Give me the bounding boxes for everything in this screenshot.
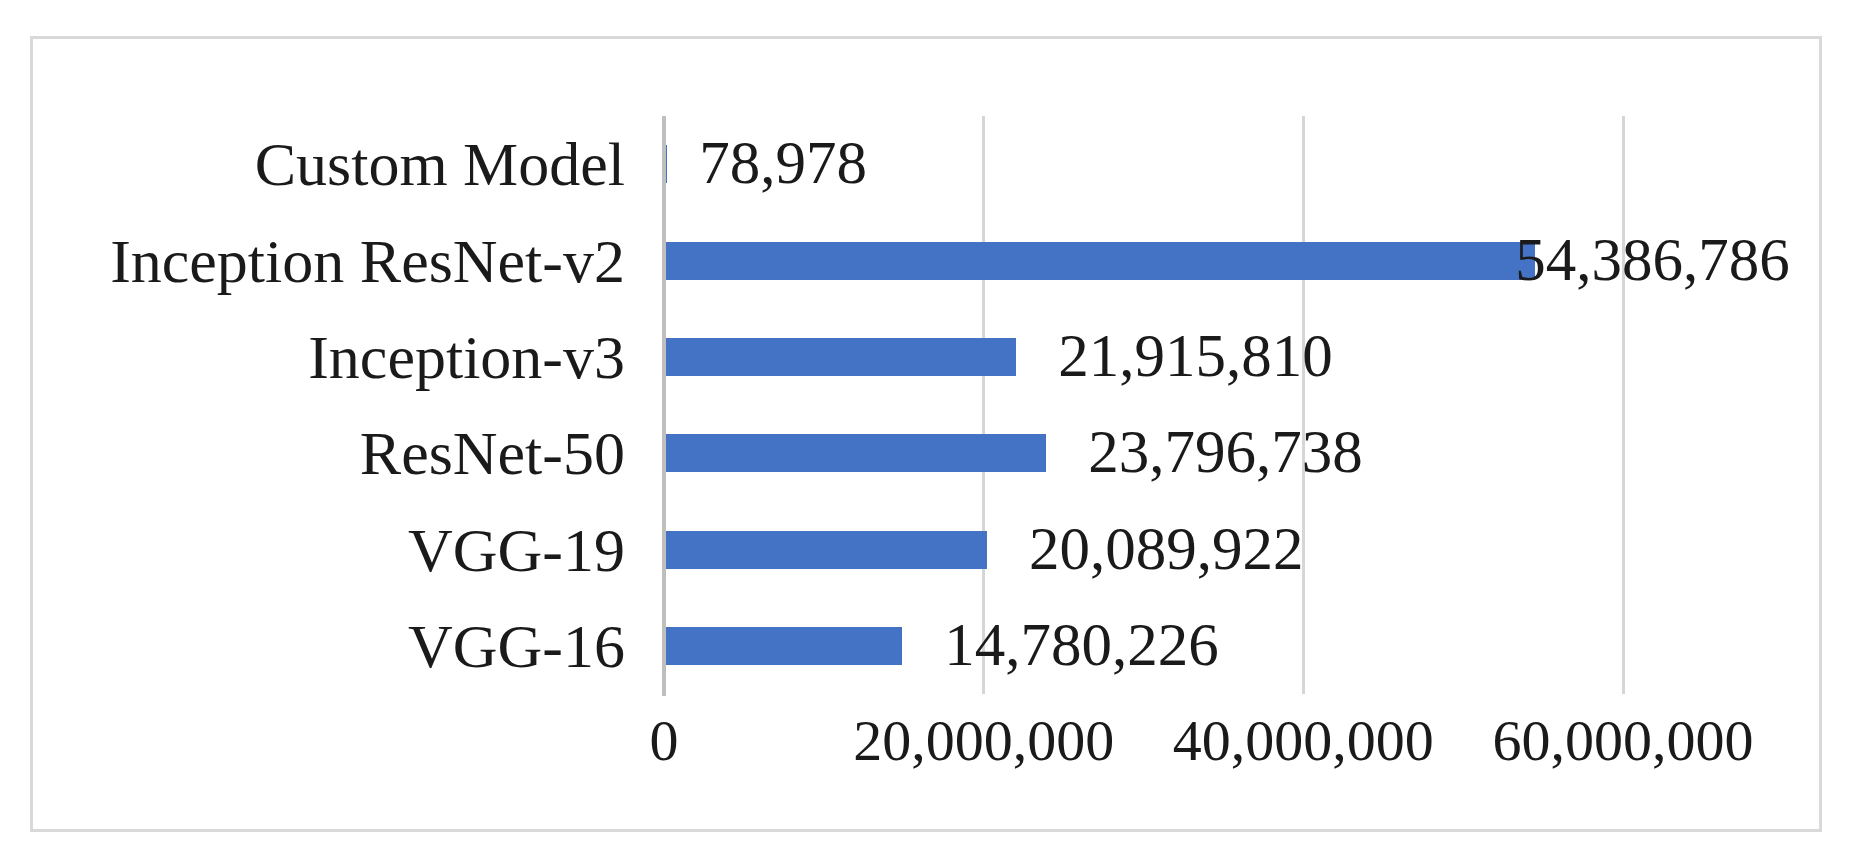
- x-tick-label: 0: [650, 712, 679, 770]
- category-axis-line: [662, 116, 666, 696]
- bar-value-label: 14,780,226: [944, 614, 1219, 675]
- category-label: VGG-19: [0, 519, 625, 581]
- bar-value-label: 20,089,922: [1029, 518, 1304, 579]
- bar-2: [666, 338, 1016, 376]
- category-label: VGG-16: [0, 615, 625, 677]
- chart-figure: { "chart_data": { "type": "bar", "orient…: [0, 0, 1852, 868]
- bar-0: [666, 145, 667, 183]
- category-label: ResNet-50: [0, 422, 625, 484]
- category-label: Inception-v3: [0, 326, 625, 388]
- category-label: Custom Model: [0, 133, 625, 195]
- x-tick-label: 20,000,000: [853, 712, 1114, 770]
- x-tick-label: 60,000,000: [1493, 712, 1754, 770]
- bar-4: [666, 531, 987, 569]
- bar-5: [666, 627, 902, 665]
- bar-value-label: 54,386,786: [1515, 229, 1790, 290]
- bar-value-label: 21,915,810: [1058, 325, 1333, 386]
- x-tick-label: 40,000,000: [1173, 712, 1434, 770]
- gridline-x-2: [1302, 116, 1305, 694]
- bar-value-label: 23,796,738: [1088, 421, 1363, 482]
- category-label: Inception ResNet-v2: [0, 230, 625, 292]
- bar-1: [666, 242, 1535, 280]
- bar-3: [666, 434, 1046, 472]
- gridline-x-1: [982, 116, 985, 694]
- gridline-x-3: [1622, 116, 1625, 694]
- bar-value-label: 78,978: [699, 132, 867, 193]
